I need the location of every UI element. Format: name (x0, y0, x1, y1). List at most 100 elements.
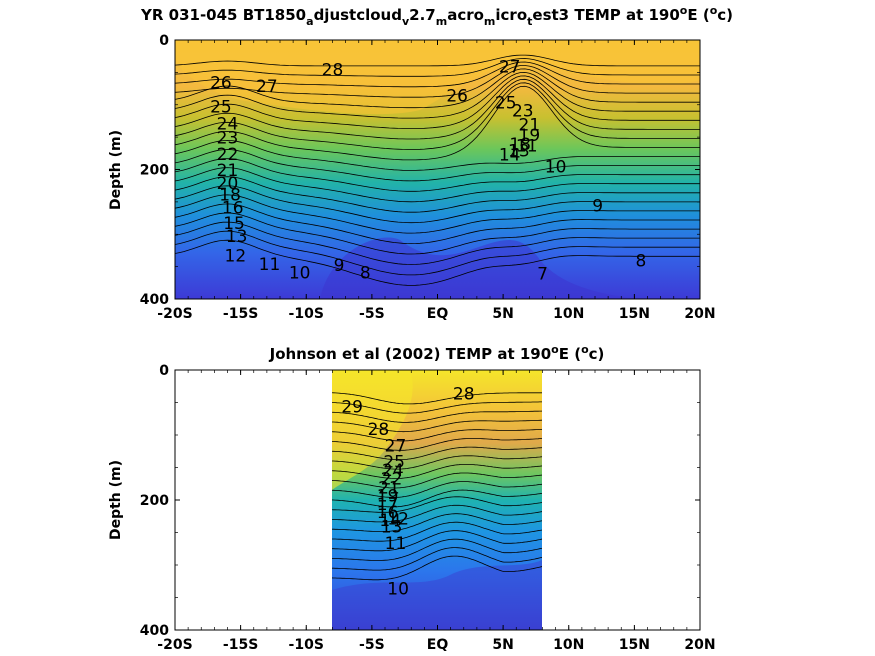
contour-label: 22 (217, 145, 239, 165)
contour-label: 16 (377, 503, 399, 523)
bottom-warm-pool (332, 370, 413, 490)
isotherm-line (175, 185, 700, 224)
isotherm-line (175, 58, 700, 77)
isotherm-line (175, 194, 700, 234)
isotherm-line (175, 139, 700, 171)
contour-label: 28 (322, 61, 344, 81)
contour-label: 17 (377, 495, 399, 515)
contour-label: 14 (379, 511, 401, 531)
contour-label: 22 (381, 469, 403, 489)
title-part: djustcloud (314, 6, 402, 24)
isotherm-line (332, 538, 542, 561)
isotherm-line (332, 410, 542, 423)
contour-label: 18 (509, 135, 531, 155)
contour-label: 7 (537, 265, 548, 285)
top-contour-plot: -20S -15S -10S -5S EQ 5N 10N 15N 20N 0 200 400 28 27… (108, 4, 733, 322)
x-tick-label: 15N (619, 637, 650, 653)
x-tick-label: 15N (619, 306, 650, 322)
contour-label: 11 (516, 136, 538, 156)
x-tick-label: -15S (223, 306, 258, 322)
isotherm-line (175, 82, 700, 150)
isotherm-line (175, 65, 700, 98)
y-tick-label: 200 (140, 163, 169, 179)
contour-label: 16 (222, 199, 244, 219)
title-part: icro (495, 6, 527, 24)
contour-label: 10 (289, 263, 311, 283)
isotherm-line (175, 68, 700, 109)
contour-label: 25 (495, 94, 517, 114)
isotherm-line (175, 61, 700, 88)
contour-label: 24 (382, 461, 404, 481)
contour-label: 9 (334, 256, 345, 276)
contour-label: 11 (259, 255, 281, 275)
title-part: a (306, 15, 313, 28)
title-part: E ( (559, 345, 581, 363)
isotherm-line (332, 446, 542, 461)
contour-label: 21 (519, 116, 541, 136)
title-part: est3 TEMP at 190 (532, 6, 679, 24)
isotherm-line (332, 530, 542, 552)
contour-label: 24 (217, 114, 239, 134)
isotherm-line (175, 158, 700, 192)
contour-label: 25 (383, 453, 405, 473)
contour-label: 28 (453, 384, 475, 404)
isotherm-line (175, 176, 700, 213)
x-tick-label: -20S (157, 306, 192, 322)
x-tick-label: 10N (553, 306, 584, 322)
contour-label: 10 (545, 158, 567, 178)
contour-label: 10 (387, 579, 409, 599)
contour-label: 26 (446, 87, 468, 107)
contour-label: 12 (387, 510, 409, 530)
x-tick-label: 20N (684, 637, 715, 653)
isotherm-line (332, 419, 542, 433)
isotherm-line (175, 212, 700, 255)
isotherm-line (332, 438, 542, 451)
contour-label: 25 (210, 98, 232, 118)
title-part: v (402, 15, 410, 28)
contour-label: 9 (592, 197, 603, 217)
title-part: o (680, 4, 688, 17)
x-tick-label: 5N (492, 306, 513, 322)
y-tick-label: 400 (140, 623, 169, 639)
contour-label: 27 (499, 57, 521, 77)
isotherm-line (332, 472, 542, 489)
contour-label: 19 (377, 486, 399, 506)
isotherm-line (175, 221, 700, 265)
bottom-y-axis-label: Depth (m) (108, 460, 124, 540)
isotherm-line (332, 555, 542, 581)
contour-label: 28 (368, 420, 390, 440)
title-part: o (710, 4, 718, 17)
contour-label: 13 (508, 142, 530, 162)
title-part: m (436, 15, 447, 28)
x-tick-label: -5S (359, 306, 385, 322)
y-tick-label: 200 (140, 493, 169, 509)
contour-label: 23 (512, 101, 534, 121)
title-part: c) (717, 6, 733, 24)
isotherm-line (332, 489, 542, 508)
contour-label: 27 (385, 436, 407, 456)
isotherm-line (332, 521, 542, 542)
contour-label: 15 (223, 214, 245, 234)
contour-label: 20 (217, 174, 239, 194)
isotherm-line (175, 167, 700, 203)
isotherm-line (332, 547, 542, 571)
contour-label: 14 (499, 145, 521, 165)
isotherm-line (175, 78, 700, 140)
title-part: o (551, 343, 559, 356)
title-part: c) (589, 345, 605, 363)
isotherm-line (175, 75, 700, 129)
isotherm-line (175, 85, 700, 161)
top-y-axis-label: Depth (m) (108, 130, 124, 210)
x-tick-label: -20S (157, 637, 192, 653)
y-tick-label: 0 (159, 33, 169, 49)
isotherm-line (175, 71, 700, 119)
isotherm-line (332, 401, 542, 414)
y-tick-label: 400 (140, 292, 169, 308)
contour-label: 13 (226, 227, 248, 247)
bottom-cold-core (332, 560, 542, 630)
isotherm-line (175, 149, 700, 182)
x-tick-label: -10S (289, 306, 324, 322)
top-cold-core (320, 237, 640, 299)
